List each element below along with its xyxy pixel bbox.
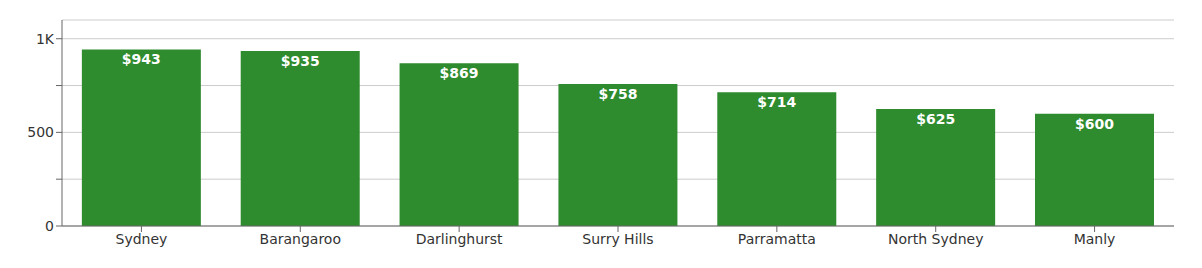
svg-text:$600: $600	[1075, 116, 1114, 132]
svg-text:Manly: Manly	[1074, 231, 1116, 247]
svg-text:500: 500	[27, 124, 54, 140]
svg-text:$625: $625	[916, 111, 955, 127]
svg-text:$935: $935	[281, 53, 320, 69]
svg-text:1K: 1K	[36, 31, 55, 47]
svg-text:$714: $714	[757, 94, 796, 110]
svg-text:$869: $869	[440, 65, 479, 81]
svg-text:0: 0	[45, 218, 54, 234]
svg-text:$758: $758	[598, 86, 637, 102]
svg-text:Parramatta: Parramatta	[738, 231, 816, 247]
svg-text:Sydney: Sydney	[116, 231, 168, 247]
svg-text:$943: $943	[122, 51, 161, 67]
svg-text:North Sydney: North Sydney	[888, 231, 983, 247]
svg-text:Darlinghurst: Darlinghurst	[416, 231, 503, 247]
svg-text:Surry Hills: Surry Hills	[582, 231, 653, 247]
svg-text:Barangaroo: Barangaroo	[260, 231, 341, 247]
